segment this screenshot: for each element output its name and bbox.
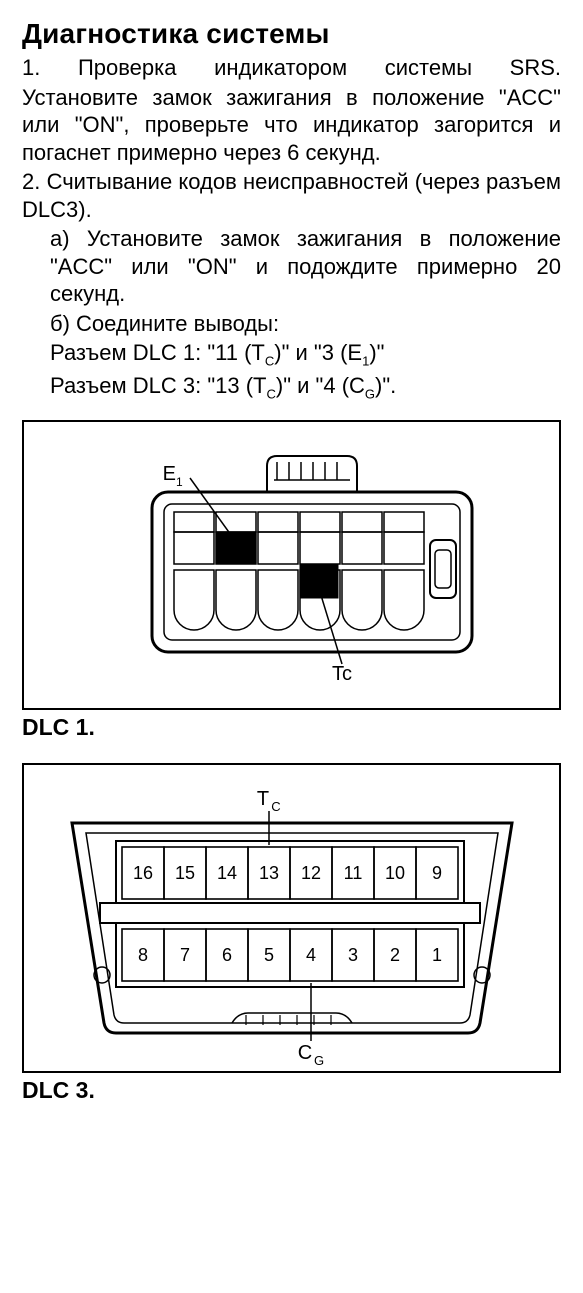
svg-text:13: 13 bbox=[259, 863, 279, 883]
svg-text:7: 7 bbox=[180, 945, 190, 965]
para-2: Установите замок зажигания в положение "… bbox=[22, 84, 561, 167]
svg-text:3: 3 bbox=[348, 945, 358, 965]
p6-b: )" и "4 (C bbox=[276, 373, 365, 398]
svg-text:1: 1 bbox=[176, 475, 183, 489]
svg-text:11: 11 bbox=[344, 863, 363, 883]
svg-text:8: 8 bbox=[138, 945, 148, 965]
sub-g: G bbox=[365, 386, 375, 401]
figure-dlc3-caption: DLC 3. bbox=[22, 1077, 561, 1104]
p6-a: Разъем DLC 3: "13 (T bbox=[50, 373, 267, 398]
svg-text:T: T bbox=[257, 788, 269, 810]
figure-dlc1-caption: DLC 1. bbox=[22, 714, 561, 741]
svg-text:1: 1 bbox=[432, 945, 442, 965]
para-4a: а) Установите замок зажигания в положени… bbox=[22, 225, 561, 308]
svg-text:5: 5 bbox=[264, 945, 274, 965]
svg-text:9: 9 bbox=[432, 863, 442, 883]
svg-text:C: C bbox=[271, 799, 280, 814]
dlc3-connector-diagram: 16151413121110987654321TCCG bbox=[32, 775, 552, 1065]
svg-text:Tc: Tc bbox=[332, 663, 352, 685]
svg-text:10: 10 bbox=[385, 863, 405, 883]
svg-text:12: 12 bbox=[301, 863, 321, 883]
para-4b: б) Соедините выводы: bbox=[22, 310, 561, 338]
page-title: Диагностика системы bbox=[22, 18, 561, 50]
para-5: Разъем DLC 1: "11 (TC)" и "3 (E1)" bbox=[22, 339, 561, 370]
dlc1-connector-diagram: E1 Tc bbox=[42, 432, 542, 692]
figure-dlc1-box: E1 Tc bbox=[22, 420, 561, 710]
sub-c: C bbox=[265, 353, 274, 368]
svg-text:2: 2 bbox=[390, 945, 400, 965]
p5-b: )" и "3 (E bbox=[274, 340, 362, 365]
sub-c2: C bbox=[267, 386, 276, 401]
para-1: 1. Проверка индикатором системы SRS. bbox=[22, 54, 561, 82]
svg-text:C: C bbox=[298, 1042, 312, 1064]
svg-text:16: 16 bbox=[133, 863, 153, 883]
svg-text:6: 6 bbox=[222, 945, 232, 965]
p5-c: )" bbox=[369, 340, 384, 365]
para-6: Разъем DLC 3: "13 (TC)" и "4 (CG)". bbox=[22, 372, 561, 403]
p5-a: Разъем DLC 1: "11 (T bbox=[50, 340, 265, 365]
page: Диагностика системы 1. Проверка индикато… bbox=[0, 0, 583, 1134]
p6-c: )". bbox=[375, 373, 396, 398]
svg-text:15: 15 bbox=[175, 863, 195, 883]
svg-text:4: 4 bbox=[306, 945, 316, 965]
figure-dlc3-box: 16151413121110987654321TCCG bbox=[22, 763, 561, 1073]
para-3: 2. Считывание кодов неисправностей (чере… bbox=[22, 168, 561, 223]
svg-text:E: E bbox=[162, 463, 175, 485]
svg-text:14: 14 bbox=[217, 863, 237, 883]
svg-text:G: G bbox=[314, 1053, 324, 1065]
